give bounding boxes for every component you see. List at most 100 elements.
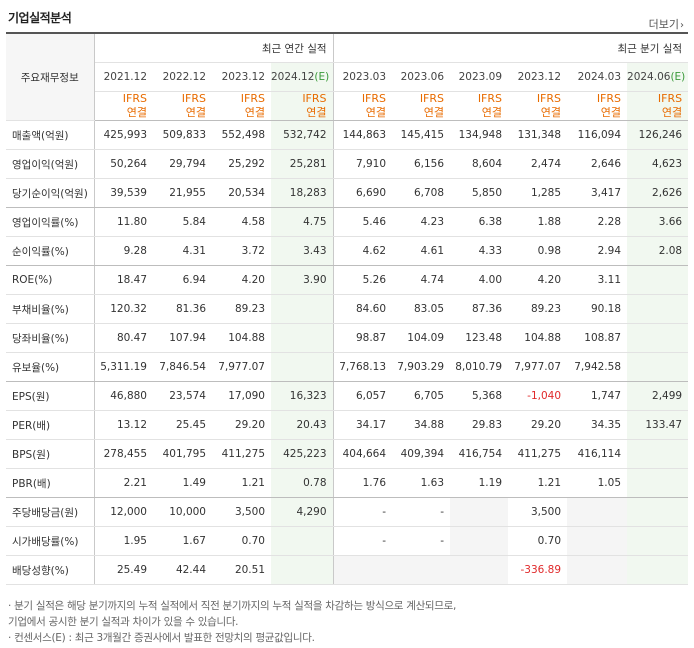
table-cell: 34.17 — [332, 410, 393, 440]
table-cell: 552,498 — [212, 120, 271, 150]
table-cell: 4.20 — [508, 265, 568, 295]
table-cell: 2,499 — [627, 381, 689, 411]
table-cell: 133.47 — [627, 410, 689, 440]
table-cell: 1.88 — [508, 207, 568, 237]
table-cell: 5,311.19 — [94, 352, 153, 382]
group-quarter-header: 최근 분기 실적 — [332, 34, 689, 63]
table-cell: 2,474 — [508, 149, 568, 179]
table-cell: 81.36 — [153, 294, 212, 324]
table-cell — [271, 323, 334, 353]
table-cell: 87.36 — [450, 294, 509, 324]
table-cell — [271, 294, 334, 324]
table-cell: -336.89 — [508, 555, 568, 585]
table-cell: 401,795 — [153, 439, 212, 469]
period-header: 2023.09 — [450, 62, 509, 92]
consolidated-label: 연결 — [661, 106, 683, 119]
table-cell: 3.11 — [567, 265, 628, 295]
row-label: EPS(원) — [6, 381, 95, 411]
table-cell: 1.21 — [508, 468, 568, 498]
table-cell: 123.48 — [450, 323, 509, 353]
group-annual-header: 최근 연간 실적 — [94, 34, 334, 63]
table-cell: 7,977.07 — [212, 352, 271, 382]
table-cell: 29.20 — [212, 410, 271, 440]
table-cell: 46,880 — [94, 381, 153, 411]
row-label: ROE(%) — [6, 265, 95, 295]
footnote-line: · 컨센서스(E) : 최근 3개월간 증권사에서 발표한 전망치의 평균값입니… — [8, 632, 315, 644]
table-cell: 1.67 — [153, 526, 212, 556]
accounting-basis: IFRS 연결 — [450, 91, 509, 121]
table-cell: 6,057 — [332, 381, 393, 411]
table-cell: 4.62 — [332, 236, 393, 266]
table-cell — [271, 555, 334, 585]
accounting-basis: IFRS 연결 — [332, 91, 393, 121]
table-cell: 2.21 — [94, 468, 153, 498]
table-cell: 6.94 — [153, 265, 212, 295]
table-row: 유보율(%) 5,311.19 7,846.54 7,977.07 7,768.13 7,… — [6, 352, 689, 382]
table-row: PER(배) 13.12 25.45 29.20 20.43 34.17 34.88 29.8… — [6, 410, 689, 440]
period-label: 2023.06 — [400, 71, 445, 83]
table-cell: 5,850 — [450, 178, 509, 208]
table-cell: 0.70 — [212, 526, 271, 556]
table-cell: 25.49 — [94, 555, 153, 585]
period-label: 2023.12 — [517, 71, 562, 83]
period-header: 2022.12 — [153, 62, 212, 92]
table-cell: 83.05 — [392, 294, 451, 324]
table-cell: 10,000 — [153, 497, 212, 527]
table-cell: 425,223 — [271, 439, 334, 469]
more-link[interactable]: 더보기› — [649, 16, 684, 32]
table-row: ROE(%) 18.47 6.94 4.20 3.90 5.26 4.74 4.00 4.20 3… — [6, 265, 689, 295]
table-cell: 29.20 — [508, 410, 568, 440]
ifrs-label: IFRS — [181, 92, 206, 105]
consolidated-label: 연결 — [365, 106, 387, 119]
table-cell: 509,833 — [153, 120, 212, 150]
table-cell — [627, 294, 689, 324]
table-cell: 9.28 — [94, 236, 153, 266]
table-cell: 416,114 — [567, 439, 628, 469]
row-label: PBR(배) — [6, 468, 95, 498]
table-cell: 2,626 — [627, 178, 689, 208]
table-cell: 1,285 — [508, 178, 568, 208]
table-cell: 18.47 — [94, 265, 153, 295]
ifrs-label: IFRS — [419, 92, 445, 105]
table-cell: 1.05 — [567, 468, 628, 498]
table-cell: 42.44 — [153, 555, 212, 585]
table-cell: 120.32 — [94, 294, 153, 324]
table-cell: 3,500 — [508, 497, 568, 527]
table-cell: 4.75 — [271, 207, 334, 237]
table-cell: 1.63 — [392, 468, 451, 498]
table-cell: 7,903.29 — [392, 352, 451, 382]
table-cell: 116,094 — [567, 120, 628, 150]
table-cell: 5.26 — [332, 265, 393, 295]
period-header: 2024.06(E) — [627, 62, 689, 92]
table-cell: 1.76 — [332, 468, 393, 498]
table-cell: 5,368 — [450, 381, 509, 411]
table-cell: 411,275 — [508, 439, 568, 469]
table-cell: - — [392, 497, 451, 527]
table-cell: 98.87 — [332, 323, 393, 353]
table-cell: 5.84 — [153, 207, 212, 237]
table-cell: 416,754 — [450, 439, 509, 469]
ifrs-label: IFRS — [240, 92, 265, 105]
table-cell: 4.23 — [392, 207, 451, 237]
table-cell: 34.88 — [392, 410, 451, 440]
table-cell: 0.70 — [508, 526, 568, 556]
table-cell: 84.60 — [332, 294, 393, 324]
table-row: EPS(원) 46,880 23,574 17,090 16,323 6,057 6,705… — [6, 381, 689, 411]
table-cell: 4.58 — [212, 207, 271, 237]
period-header: 2023.03 — [332, 62, 393, 92]
accounting-basis: IFRS 연결 — [392, 91, 451, 121]
table-cell: 3,417 — [567, 178, 628, 208]
table-cell — [450, 497, 509, 527]
table-cell: 4.20 — [212, 265, 271, 295]
period-header: 2024.12(E) — [271, 62, 334, 92]
ifrs-label: IFRS — [536, 92, 562, 105]
table-cell: 21,955 — [153, 178, 212, 208]
estimate-mark: (E) — [314, 71, 330, 83]
table-cell — [450, 555, 509, 585]
table-cell: 34.35 — [567, 410, 628, 440]
chevron-right-icon: › — [680, 20, 684, 31]
table-cell: 404,664 — [332, 439, 393, 469]
row-label: 부채비율(%) — [6, 294, 95, 324]
table-cell: 25,292 — [212, 149, 271, 179]
table-cell: 2.28 — [567, 207, 628, 237]
